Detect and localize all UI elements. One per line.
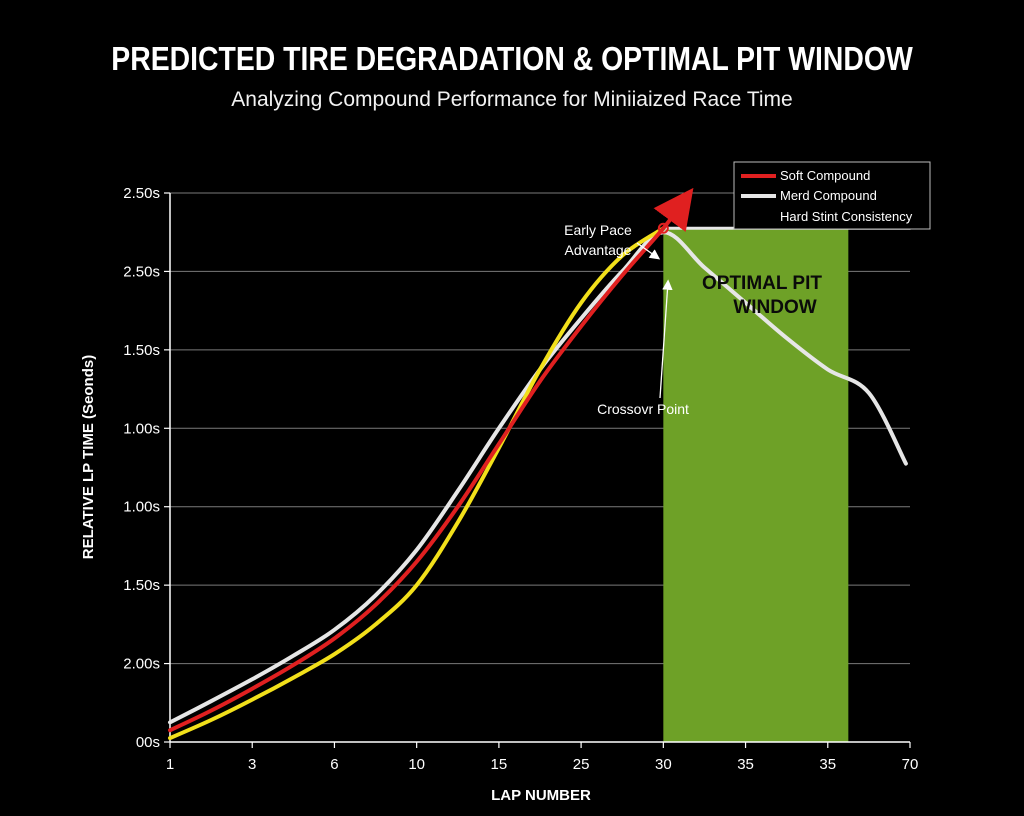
legend-label-soft: Soft Compound (780, 168, 870, 183)
early-pace-annotation-line1: Early Pace (564, 222, 632, 238)
x-tick-label: 25 (573, 756, 590, 773)
x-tick-label: 1 (166, 756, 174, 773)
early-pace-annotation-line2: Advantage (565, 242, 632, 258)
crossover-annotation-label: Crossovr Point (597, 401, 689, 417)
crossover-point-marker[interactable] (657, 222, 669, 234)
x-axis-title: LAP NUMBER (491, 787, 591, 804)
x-tick-label: 70 (902, 756, 919, 773)
legend: Soft Compound Merd Compound Hard Stint C… (733, 161, 931, 230)
y-tick-label: 1.50s (123, 577, 160, 594)
y-tick-label: 2.00s (123, 656, 160, 673)
chart-subtitle: Analyzing Compound Performance for Minii… (231, 88, 793, 111)
y-tick-label: 1.00s (123, 420, 160, 437)
early-pace-arrow (636, 242, 661, 260)
chart-title: PREDICTED TIRE DEGRADATION & OPTIMAL PIT… (111, 40, 913, 77)
x-tick-label: 35 (819, 756, 836, 773)
x-axis-ticks: 1 3 6 10 15 25 30 35 35 70 (166, 742, 919, 773)
pit-window-label-line1: OPTIMAL PIT (702, 273, 822, 294)
x-tick-label: 15 (491, 756, 508, 773)
y-tick-label: 1.50s (123, 342, 160, 359)
x-tick-label: 10 (408, 756, 425, 773)
y-tick-label: 2.50s (123, 263, 160, 280)
legend-label-merd: Merd Compound (780, 188, 877, 203)
pit-window-label-line2: WINDOW (733, 297, 816, 318)
y-axis-ticks: 00s 2.00s 1.50s 1.00s 1.00s 1.50s 2.50s 2.50s (123, 185, 170, 751)
x-tick-label: 3 (248, 756, 256, 773)
crossover-arrow (659, 279, 673, 399)
y-tick-label: 1.00s (123, 499, 160, 516)
series-line-soft-compound[interactable] (168, 187, 694, 733)
x-tick-label: 35 (737, 756, 754, 773)
y-tick-label: 00s (136, 734, 160, 751)
x-tick-label: 30 (655, 756, 672, 773)
series-line-yellow-compound[interactable] (168, 226, 666, 741)
series-layer (168, 187, 912, 741)
y-tick-label: 2.50s (123, 185, 160, 202)
y-axis-title: RELATIVE LP TIME (Seonds) (80, 355, 97, 559)
legend-label-hard: Hard Stint Consistency (780, 209, 913, 224)
x-tick-label: 6 (330, 756, 338, 773)
